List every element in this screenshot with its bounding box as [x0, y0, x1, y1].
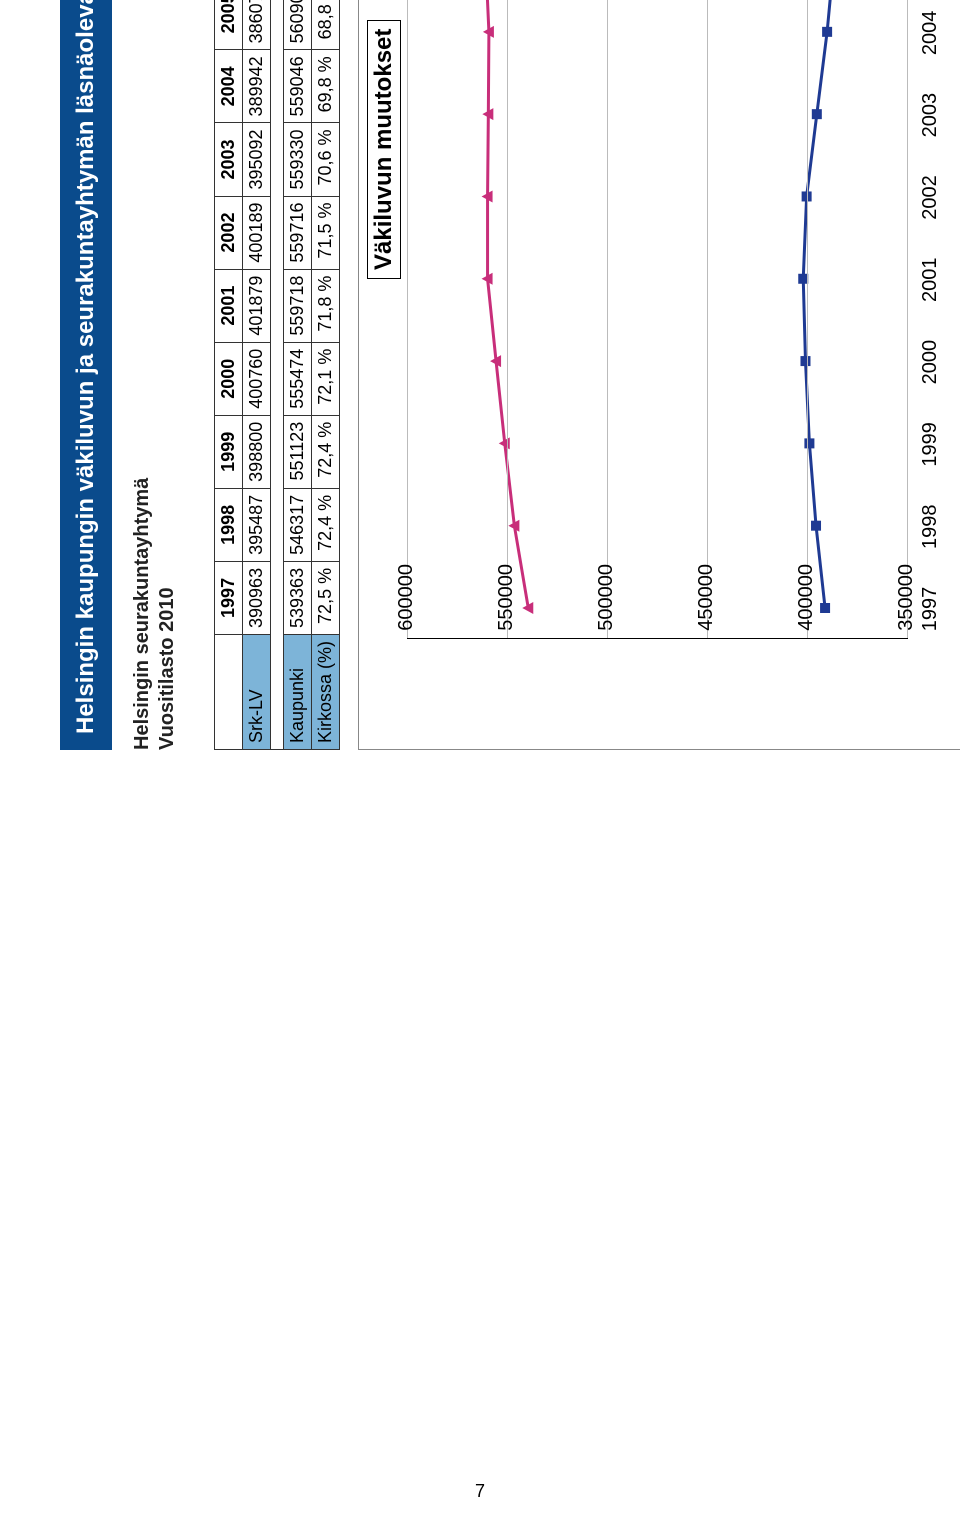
subheading: Helsingin seurakuntayhtymä Vuositilasto … — [130, 0, 180, 750]
table-cell: 68,8 % — [312, 0, 340, 50]
y-axis-label: 600000 — [395, 564, 418, 654]
year-header: 2002 — [215, 196, 243, 269]
x-axis-label: 1999 — [919, 409, 942, 479]
table-header-row: 1997199819992000200120022003200420052006… — [215, 0, 243, 750]
table-cell: 386073 — [243, 0, 271, 50]
table-cell: 395487 — [243, 488, 271, 561]
x-axis-label: 2004 — [919, 0, 942, 68]
table-cell: 70,6 % — [312, 123, 340, 196]
x-axis-label: 1998 — [919, 492, 942, 562]
table-row: Srk-LV3909633954873988004007604018794001… — [243, 0, 271, 750]
year-header: 2000 — [215, 342, 243, 415]
y-axis-label: 400000 — [795, 564, 818, 654]
table-cell: 395092 — [243, 123, 271, 196]
table-cell: 546317 — [284, 488, 312, 561]
table-cell: 551123 — [284, 415, 312, 488]
table-cell: 559718 — [284, 269, 312, 342]
row-label: Kirkossa (%) — [312, 634, 340, 749]
table-cell: 559330 — [284, 123, 312, 196]
table-cell: 400760 — [243, 342, 271, 415]
table-cell: 72,4 % — [312, 488, 340, 561]
table-cell: 539363 — [284, 561, 312, 634]
table-cell: 69,8 % — [312, 50, 340, 123]
header-blank — [215, 634, 243, 749]
year-header: 2004 — [215, 50, 243, 123]
table-cell: 389942 — [243, 50, 271, 123]
table-cell: 72,1 % — [312, 342, 340, 415]
year-header: 1999 — [215, 415, 243, 488]
table-cell: 390963 — [243, 561, 271, 634]
page-number: 7 — [475, 1481, 485, 1502]
note-marker: 1) — [190, 0, 215, 750]
data-table: 1) 1997199819992000200120022003200420052… — [190, 0, 340, 750]
row-label: Kaupunki — [284, 634, 312, 749]
year-header: 2005 — [215, 0, 243, 50]
y-axis-label: 500000 — [595, 564, 618, 654]
y-axis-label: 450000 — [695, 564, 718, 654]
year-header: 2003 — [215, 123, 243, 196]
table-cell: 559046 — [284, 50, 312, 123]
x-axis-label: 2002 — [919, 162, 942, 232]
table-row: Kaupunki53936354631755112355547455971855… — [284, 0, 312, 750]
subhead-line1: Helsingin seurakuntayhtymä — [131, 478, 153, 750]
x-axis-label: 1997 — [919, 574, 942, 644]
table-cell: 71,8 % — [312, 269, 340, 342]
table-cell: 71,5 % — [312, 196, 340, 269]
table-cell: 72,5 % — [312, 561, 340, 634]
y-axis-label: 550000 — [495, 564, 518, 654]
x-axis-label: 2000 — [919, 327, 942, 397]
table-row: Kirkossa (%)72,5 %72,4 %72,4 %72,1 %71,8… — [312, 0, 340, 750]
table-cell: 400189 — [243, 196, 271, 269]
y-axis-label: 350000 — [895, 564, 918, 654]
chart-title: Väkiluvun muutokset — [367, 20, 401, 279]
table-cell: 398800 — [243, 415, 271, 488]
table-cell: 72,4 % — [312, 415, 340, 488]
year-header: 2001 — [215, 269, 243, 342]
year-header: 1998 — [215, 488, 243, 561]
table-cell: 401879 — [243, 269, 271, 342]
x-axis-label: 2003 — [919, 80, 942, 150]
chart-lines — [407, 0, 907, 638]
chart-container: Väkiluvun muutokset Srk-LV Kaupunki 3500… — [358, 0, 960, 750]
table-cell: 559716 — [284, 196, 312, 269]
table-cell: 555474 — [284, 342, 312, 415]
table-cell: 560905 — [284, 0, 312, 50]
note-row: 1) — [190, 0, 215, 750]
row-label: Srk-LV — [243, 634, 271, 749]
year-header: 1997 — [215, 561, 243, 634]
table-gap — [271, 0, 284, 750]
subhead-line2: Vuositilasto 2010 — [156, 587, 178, 750]
header-banner: Helsingin kaupungin väkiluvun ja seuraku… — [60, 0, 112, 750]
x-axis-label: 2001 — [919, 245, 942, 315]
chart-plot-area — [407, 0, 908, 639]
